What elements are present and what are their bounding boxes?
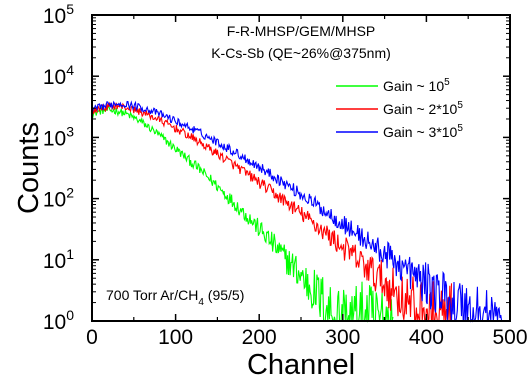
annotation-gas: 700 Torr Ar/CH4 (95/5) [106, 287, 244, 308]
series-line-3 [91, 100, 503, 323]
y-tick-label-0: 100 [43, 307, 74, 334]
legend-label-3: Gain ~ 3*105 [383, 123, 463, 140]
x-tick-label-2: 200 [242, 326, 277, 349]
x-tick-label-0: 0 [86, 326, 98, 349]
y-tick-label-1: 101 [43, 246, 74, 273]
x-axis: 0 100 200 300 400 500 [86, 15, 527, 349]
gas-label-tail: (95/5) [204, 287, 244, 303]
y-tick-label-2: 102 [43, 185, 74, 212]
x-tick-label-5: 500 [492, 326, 527, 349]
legend: Gain ~ 105 Gain ~ 2*105 Gain ~ 3*105 [336, 77, 463, 140]
y-tick-label-3: 103 [43, 123, 74, 150]
x-tick-label-3: 300 [325, 326, 360, 349]
y-axis-title: Counts [13, 122, 45, 214]
gas-label-subscript: 4 [198, 297, 204, 308]
annotation-photocathode: K-Cs-Sb (QE~26%@375nm) [211, 45, 391, 61]
series-line-2 [91, 101, 453, 322]
legend-label-1: Gain ~ 105 [383, 77, 450, 94]
legend-label-2: Gain ~ 2*105 [383, 100, 463, 117]
annotation-detector: F-R-MHSP/GEM/MHSP [227, 23, 376, 39]
x-tick-label-1: 100 [158, 326, 193, 349]
y-axis: 100 101 102 103 104 105 [43, 1, 510, 334]
x-tick-label-4: 400 [409, 326, 444, 349]
gas-label-main: 700 Torr Ar/CH [106, 287, 198, 303]
y-tick-label-5: 105 [43, 1, 74, 28]
x-axis-title: Channel [247, 349, 355, 381]
y-tick-label-4: 104 [43, 62, 74, 89]
